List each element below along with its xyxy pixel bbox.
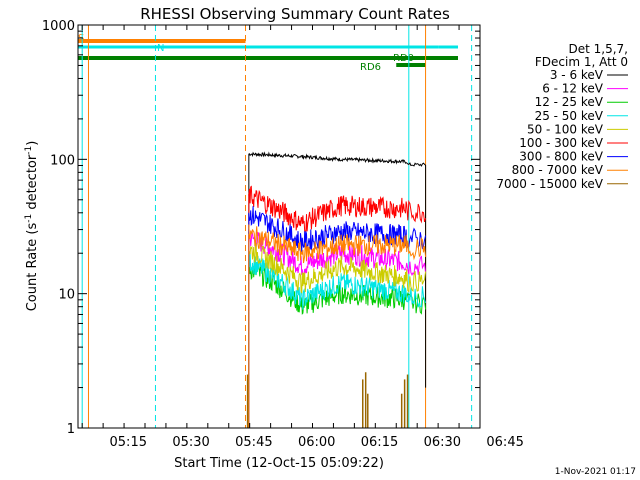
y-axis-label: Count Rate (s-1 detector-1)	[24, 141, 40, 312]
x-tick-label: 06:30	[424, 435, 461, 450]
legend-label: 50 - 100 keV	[527, 122, 604, 136]
legend-label: 3 - 6 keV	[550, 68, 604, 82]
legend-label: 800 - 7000 keV	[512, 163, 604, 177]
series-line	[248, 151, 427, 388]
x-axis-ticks: 05:15 05:30 05:45 06:00 06:15 06:30 06:45	[81, 25, 524, 450]
x-tick-label: 05:45	[235, 435, 272, 450]
x-tick-label: 05:15	[110, 435, 147, 450]
flag-label: RD6	[360, 62, 381, 73]
legend-label: 25 - 50 keV	[535, 109, 604, 123]
high-energy-spikes	[246, 372, 409, 428]
series-line	[248, 242, 427, 294]
chart-title: RHESSI Observing Summary Count Rates	[140, 5, 450, 23]
y-axis-ticks: 1 10 100 1000	[42, 19, 480, 437]
x-axis-label: Start Time (12-Oct-15 05:09:22)	[174, 456, 384, 471]
x-tick-label: 05:30	[172, 435, 209, 450]
x-tick-label: 06:00	[298, 435, 335, 450]
y-tick-label: 1	[67, 422, 75, 437]
flag-label: N	[157, 43, 164, 54]
x-tick-label: 06:15	[361, 435, 398, 450]
plot-frame	[77, 24, 481, 429]
series-line	[248, 185, 427, 232]
y-tick-label: 1000	[42, 19, 75, 34]
legend-label: 300 - 800 keV	[519, 150, 603, 164]
count-rate-series	[248, 151, 427, 428]
legend-label: 100 - 300 keV	[519, 136, 603, 150]
series-line	[248, 224, 427, 264]
y-tick-label: 10	[58, 288, 75, 303]
legend-label: 12 - 25 keV	[535, 95, 604, 109]
legend-label: 6 - 12 keV	[542, 82, 604, 96]
legend-header: FDecim 1, Att 0	[535, 55, 628, 69]
legend-label: 7000 - 15000 keV	[496, 177, 603, 191]
x-tick-label: 06:45	[486, 435, 523, 450]
y-tick-label: 100	[50, 153, 75, 168]
instrument-flags: SNRD6RD0	[78, 33, 458, 73]
legend-header: Det 1,5,7,	[569, 42, 629, 56]
flag-label: RD0	[393, 53, 414, 64]
footer-timestamp: 1-Nov-2021 01:17	[555, 467, 636, 477]
